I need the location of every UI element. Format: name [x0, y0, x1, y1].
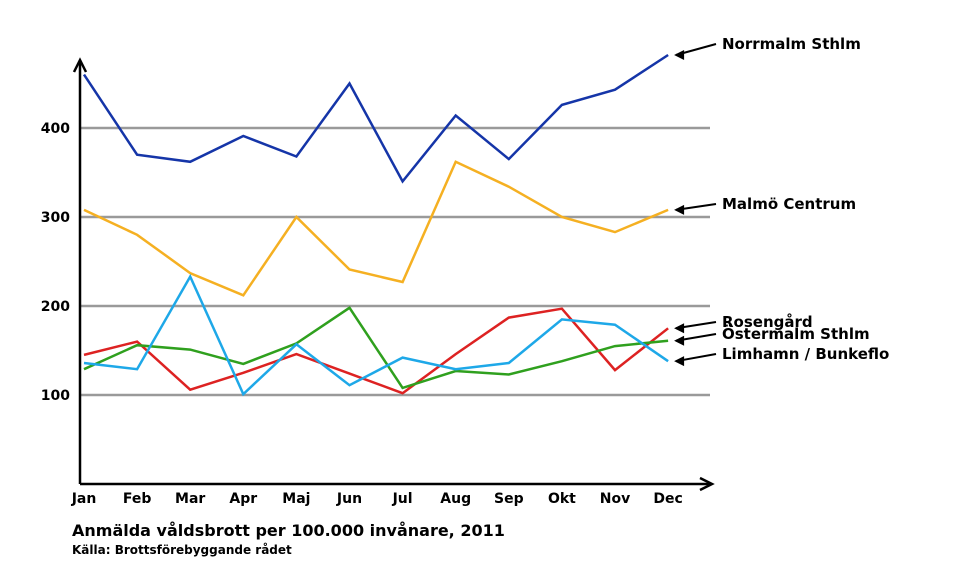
series-label-0: Norrmalm Sthlm: [722, 35, 861, 53]
series-line-3: [83, 306, 669, 390]
label-arrowhead-3: [674, 335, 685, 346]
x-tick-label-jun: Jun: [336, 491, 362, 507]
x-tick-label-feb: Feb: [123, 491, 152, 507]
label-arrowhead-2: [674, 323, 685, 334]
y-tick-label-300: 300: [41, 210, 70, 226]
series-line-2: [83, 307, 669, 395]
x-tick-label-sep: Sep: [494, 491, 524, 507]
x-axis-arrow: [699, 476, 715, 492]
series-line-1: [83, 160, 669, 297]
x-tick-label-nov: Nov: [600, 491, 630, 507]
chart-title: Anmälda våldsbrott per 100.000 invånare,…: [72, 521, 505, 540]
x-tick-label-apr: Apr: [229, 491, 257, 507]
y-tick-label-400: 400: [41, 121, 70, 137]
series-label-3: Östermalm Sthlm: [722, 324, 870, 343]
y-tick-label-200: 200: [41, 299, 70, 315]
chart-source: Källa: Brottsförebyggande rådet: [72, 543, 292, 557]
x-tick-label-maj: Maj: [282, 491, 310, 507]
series-label-1: Malmö Centrum: [722, 195, 856, 213]
series-label-4: Limhamn / Bunkeflo: [722, 345, 889, 363]
label-arrowhead-1: [674, 204, 685, 215]
x-tick-label-mar: Mar: [175, 491, 205, 507]
x-tick-label-dec: Dec: [653, 491, 682, 507]
series-line-0: [82, 53, 669, 184]
y-tick-label-100: 100: [41, 388, 70, 404]
series-line-4: [83, 273, 669, 397]
x-tick-label-okt: Okt: [548, 491, 576, 507]
label-arrowhead-0: [674, 50, 685, 61]
y-axis-arrow: [72, 57, 88, 73]
label-arrowhead-4: [674, 356, 685, 367]
x-tick-label-jan: Jan: [71, 491, 97, 507]
x-tick-label-jul: Jul: [392, 491, 413, 507]
x-tick-label-aug: Aug: [440, 491, 471, 507]
series-label-2: Rosengård: [722, 313, 813, 331]
